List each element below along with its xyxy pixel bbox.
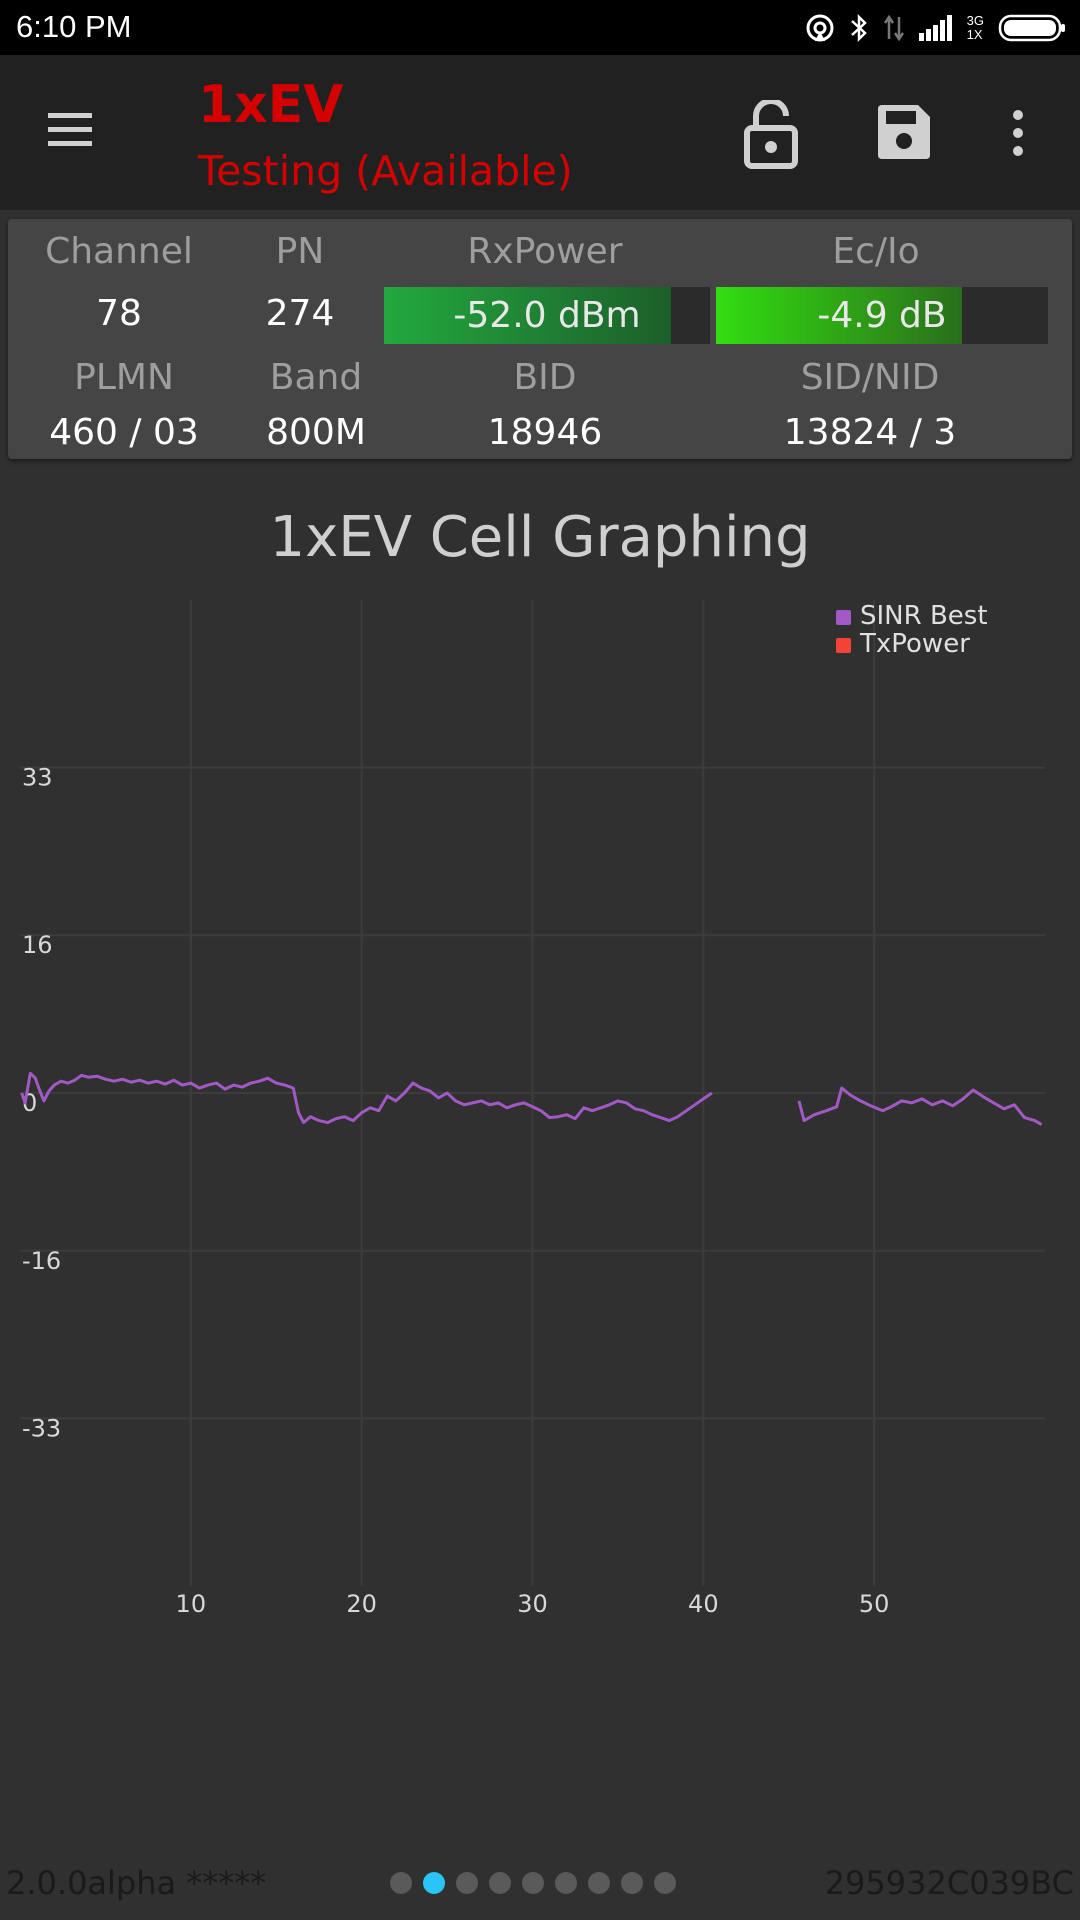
- rxpower-value: -52.0 dBm: [453, 295, 641, 336]
- pn-value: 274: [265, 293, 335, 334]
- status-time: 6:10 PM: [16, 9, 132, 44]
- unlock-icon: [744, 98, 798, 169]
- ecio-label: Ec/Io: [832, 231, 920, 272]
- bid-value: 18946: [487, 412, 603, 453]
- app-title: 1xEV: [198, 75, 344, 135]
- legend-swatch-1: [836, 638, 851, 653]
- x-tick-label-10: 10: [176, 1590, 207, 1618]
- page-dot-2[interactable]: [423, 1872, 445, 1894]
- page-dot-5[interactable]: [522, 1872, 544, 1894]
- app-subtitle: Testing (Available): [198, 147, 573, 195]
- channel-label: Channel: [45, 231, 193, 272]
- legend-label-0: SINR Best: [860, 601, 988, 631]
- signal-icon: [918, 15, 952, 41]
- page-dot-9[interactable]: [654, 1872, 676, 1894]
- floppy-disk-icon: [878, 105, 930, 159]
- hamburger-icon: [48, 113, 92, 146]
- hotspot-icon: [806, 14, 834, 42]
- network-type-top: 3G: [966, 13, 984, 28]
- x-tick-label-30: 30: [517, 1590, 548, 1618]
- network-type-bottom: 1X: [966, 27, 983, 42]
- page-dot-4[interactable]: [489, 1872, 511, 1894]
- menu-button[interactable]: [40, 107, 100, 157]
- device-id-label: 295932C039BC: [824, 1864, 1074, 1902]
- cell-info-panel: Channel PN RxPower Ec/Io 78 274 -52.0 dB…: [8, 219, 1072, 459]
- x-tick-label-40: 40: [688, 1590, 719, 1618]
- page-dot-1[interactable]: [390, 1872, 412, 1894]
- chart-title: 1xEV Cell Graphing: [269, 505, 811, 570]
- series-line-0-segment-0: [20, 1071, 713, 1125]
- band-value: 800M: [266, 412, 366, 453]
- page-dot-8[interactable]: [621, 1872, 643, 1894]
- y-tick-label--33: -33: [22, 1414, 61, 1442]
- ecio-meter-fill: [716, 287, 962, 344]
- rxpower-meter-fill: [384, 287, 671, 344]
- rxpower-label: RxPower: [467, 231, 623, 272]
- ecio-meter: -4.9 dB: [716, 287, 1048, 344]
- y-tick-label-33: 33: [22, 764, 53, 792]
- rxpower-meter: -52.0 dBm: [384, 287, 710, 344]
- plmn-value: 460 / 03: [49, 412, 199, 453]
- band-label: Band: [269, 357, 363, 398]
- more-vertical-icon: [1013, 110, 1023, 156]
- x-tick-label-20: 20: [346, 1590, 377, 1618]
- page-dot-3[interactable]: [456, 1872, 478, 1894]
- status-bar: 6:10 PM 3G 1X: [0, 0, 1080, 55]
- channel-value: 78: [96, 293, 142, 334]
- series-line-0-segment-1: [797, 1086, 1043, 1126]
- plmn-label: PLMN: [74, 357, 174, 398]
- x-tick-label-50: 50: [859, 1590, 890, 1618]
- ecio-value: -4.9 dB: [817, 295, 947, 336]
- y-tick-label--16: -16: [22, 1247, 61, 1275]
- bluetooth-icon: [850, 13, 867, 43]
- battery-icon: [998, 14, 1065, 42]
- network-type-label: 3G 1X: [967, 14, 984, 42]
- overflow-menu-button[interactable]: [1003, 105, 1033, 165]
- page-dot-6[interactable]: [555, 1872, 577, 1894]
- y-tick-label-16: 16: [22, 931, 53, 959]
- status-icons: 3G 1X: [805, 10, 1066, 46]
- page-dot-7[interactable]: [588, 1872, 610, 1894]
- legend-swatch-0: [836, 610, 851, 625]
- sidnid-label: SID/NID: [800, 357, 940, 398]
- page-indicator[interactable]: [390, 1872, 676, 1894]
- legend-label-1: TxPower: [859, 629, 970, 659]
- data-transfer-icon: [883, 14, 904, 42]
- pn-label: PN: [275, 231, 325, 272]
- sidnid-value: 13824 / 3: [783, 412, 957, 453]
- version-label: 2.0.0alpha *****: [6, 1864, 267, 1902]
- bid-label: BID: [513, 357, 577, 398]
- lock-button[interactable]: [742, 98, 800, 170]
- app-bar: 1xEV Testing (Available): [0, 55, 1080, 210]
- save-button[interactable]: [874, 103, 932, 161]
